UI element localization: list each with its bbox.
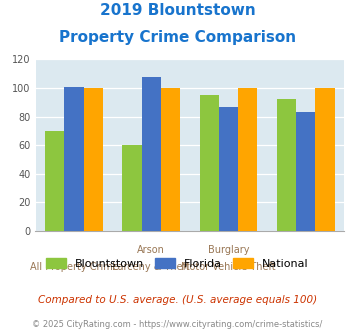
Bar (122, 145, 142, 231)
Bar (142, 77, 161, 231)
Text: All Property Crime: All Property Crime (30, 262, 119, 272)
Bar (45, 131, 65, 231)
Bar (161, 88, 180, 231)
Text: © 2025 CityRating.com - https://www.cityrating.com/crime-statistics/: © 2025 CityRating.com - https://www.city… (32, 320, 323, 329)
Text: Motor Vehicle Theft: Motor Vehicle Theft (181, 262, 276, 272)
Text: 2019 Blountstown: 2019 Blountstown (100, 3, 255, 18)
Bar (65, 86, 84, 231)
Text: Larceny & Theft: Larceny & Theft (113, 262, 190, 272)
Text: Arson: Arson (137, 245, 165, 255)
Bar (219, 107, 238, 231)
Bar (200, 95, 219, 231)
Bar (315, 88, 335, 231)
Legend: Blountstown, Florida, National: Blountstown, Florida, National (42, 254, 313, 273)
Bar (277, 99, 296, 231)
Text: Burglary: Burglary (208, 245, 249, 255)
Bar (238, 88, 257, 231)
Text: Compared to U.S. average. (U.S. average equals 100): Compared to U.S. average. (U.S. average … (38, 295, 317, 305)
Bar (84, 88, 103, 231)
Bar (296, 112, 315, 231)
Text: Property Crime Comparison: Property Crime Comparison (59, 30, 296, 45)
